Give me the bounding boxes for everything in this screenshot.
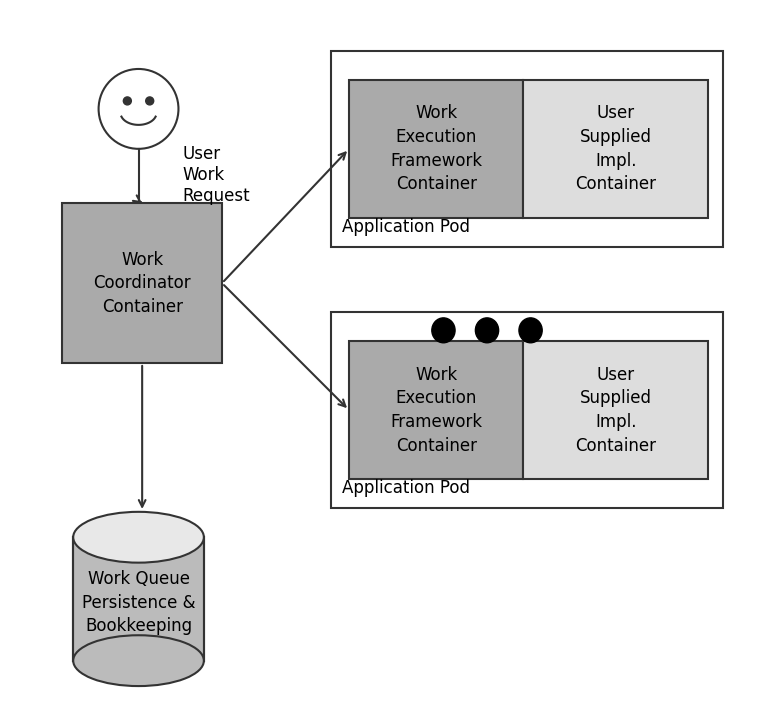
Circle shape (145, 97, 154, 105)
Text: User
Supplied
Impl.
Container: User Supplied Impl. Container (576, 105, 657, 193)
Circle shape (99, 69, 178, 149)
Text: Work
Coordinator
Container: Work Coordinator Container (93, 250, 191, 316)
Circle shape (124, 97, 131, 105)
Ellipse shape (475, 318, 499, 343)
Ellipse shape (73, 635, 204, 686)
Text: Application Pod: Application Pod (342, 479, 470, 497)
Text: Application Pod: Application Pod (342, 218, 470, 236)
Text: Work Queue
Persistence &
Bookkeeping: Work Queue Persistence & Bookkeeping (82, 570, 195, 635)
Bar (349, 80, 524, 218)
Ellipse shape (432, 318, 455, 343)
Bar (349, 341, 524, 479)
Bar (62, 203, 222, 363)
Bar (524, 341, 709, 479)
Bar (73, 537, 204, 661)
Bar (331, 51, 723, 247)
Text: User
Work
Request: User Work Request (182, 145, 250, 205)
Ellipse shape (519, 318, 542, 343)
Ellipse shape (73, 512, 204, 563)
Bar (331, 312, 723, 508)
Text: User
Supplied
Impl.
Container: User Supplied Impl. Container (576, 366, 657, 454)
Text: Work
Execution
Framework
Container: Work Execution Framework Container (390, 105, 482, 193)
Bar (524, 80, 709, 218)
Text: Work
Execution
Framework
Container: Work Execution Framework Container (390, 366, 482, 454)
